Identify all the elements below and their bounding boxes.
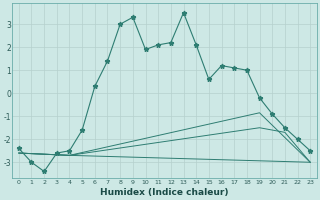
- X-axis label: Humidex (Indice chaleur): Humidex (Indice chaleur): [100, 188, 229, 197]
